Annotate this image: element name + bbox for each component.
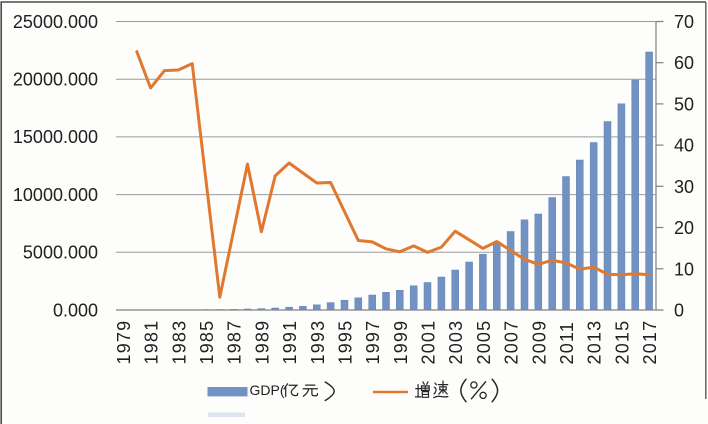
svg-text:0.000: 0.000: [53, 300, 98, 320]
svg-text:GDP(: GDP(: [250, 382, 285, 398]
svg-text:30: 30: [674, 177, 694, 197]
svg-text:1983: 1983: [169, 320, 189, 365]
svg-text:1979: 1979: [114, 320, 134, 365]
svg-text:0: 0: [674, 301, 684, 321]
svg-text:1995: 1995: [336, 320, 356, 365]
svg-text:1981: 1981: [142, 320, 162, 365]
svg-text:40: 40: [674, 136, 694, 156]
svg-text:2011: 2011: [557, 321, 577, 365]
svg-text:5000.000: 5000.000: [23, 243, 98, 263]
svg-text:20000.000: 20000.000: [13, 70, 98, 90]
svg-text:10000.000: 10000.000: [13, 185, 98, 205]
svg-text:1987: 1987: [225, 320, 245, 365]
svg-text:20: 20: [674, 218, 694, 238]
svg-text:1989: 1989: [252, 320, 272, 365]
svg-text:15000.000: 15000.000: [13, 127, 98, 147]
svg-text:2009: 2009: [529, 320, 549, 365]
svg-text:1997: 1997: [363, 320, 383, 365]
svg-text:2015: 2015: [612, 320, 632, 365]
svg-text:1993: 1993: [308, 320, 328, 365]
svg-text:2001: 2001: [419, 320, 439, 365]
svg-text:60: 60: [674, 53, 694, 73]
svg-text:2017: 2017: [640, 320, 660, 365]
svg-text:10: 10: [674, 259, 694, 279]
svg-text:1985: 1985: [197, 320, 217, 365]
svg-text:70: 70: [674, 12, 694, 32]
svg-text:50: 50: [674, 94, 694, 114]
svg-text:2013: 2013: [585, 320, 605, 365]
svg-text:1999: 1999: [391, 320, 411, 365]
svg-text:25000.000: 25000.000: [13, 12, 98, 32]
svg-text:2005: 2005: [474, 320, 494, 365]
svg-text:2007: 2007: [502, 320, 522, 365]
svg-text:1991: 1991: [280, 320, 300, 365]
svg-text:2003: 2003: [446, 320, 466, 365]
